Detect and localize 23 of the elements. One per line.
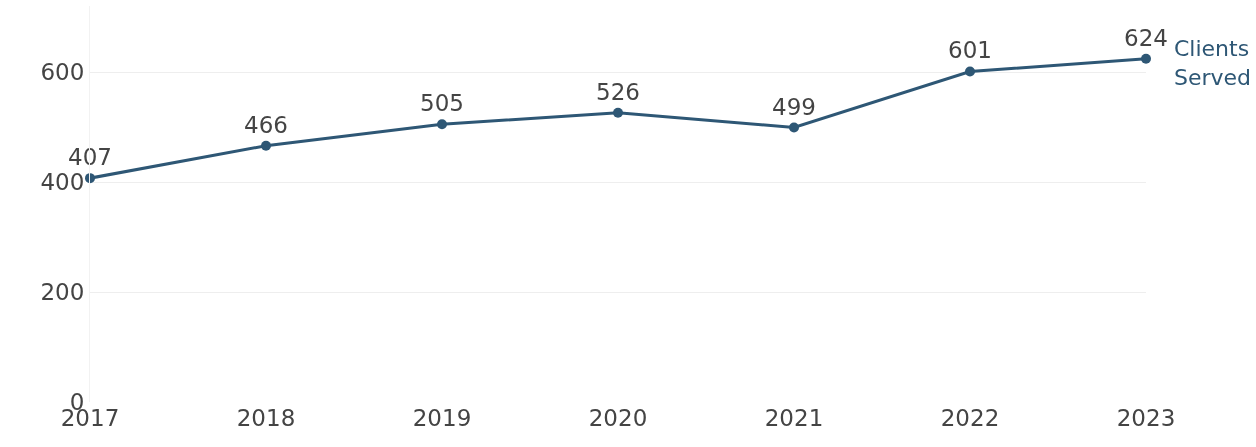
- x-tick-label: 2022: [940, 405, 1000, 431]
- data-label: 601: [948, 37, 992, 64]
- data-label: 526: [596, 78, 640, 105]
- data-label: 466: [244, 111, 288, 138]
- point: [613, 107, 623, 118]
- point: [965, 66, 975, 77]
- x-tick-label: 2018: [236, 405, 296, 431]
- data-label: 624: [1124, 24, 1168, 51]
- point: [1141, 53, 1151, 64]
- data-label: 499: [772, 93, 816, 120]
- x-tick-label: 2019: [412, 405, 472, 431]
- point: [789, 122, 799, 133]
- x-tick-label: 2021: [764, 405, 824, 431]
- point: [261, 140, 271, 151]
- x-tick-label: 2023: [1116, 405, 1176, 431]
- series-label: Clients Served: [1174, 36, 1252, 90]
- data-label: 407: [68, 144, 112, 171]
- y-tick-label: 200: [40, 279, 85, 306]
- y-tick-label: 600: [40, 59, 85, 86]
- point: [437, 119, 447, 130]
- x-tick-label: 2020: [588, 405, 648, 431]
- y-tick-label: 400: [40, 169, 85, 196]
- data-label: 505: [420, 90, 464, 117]
